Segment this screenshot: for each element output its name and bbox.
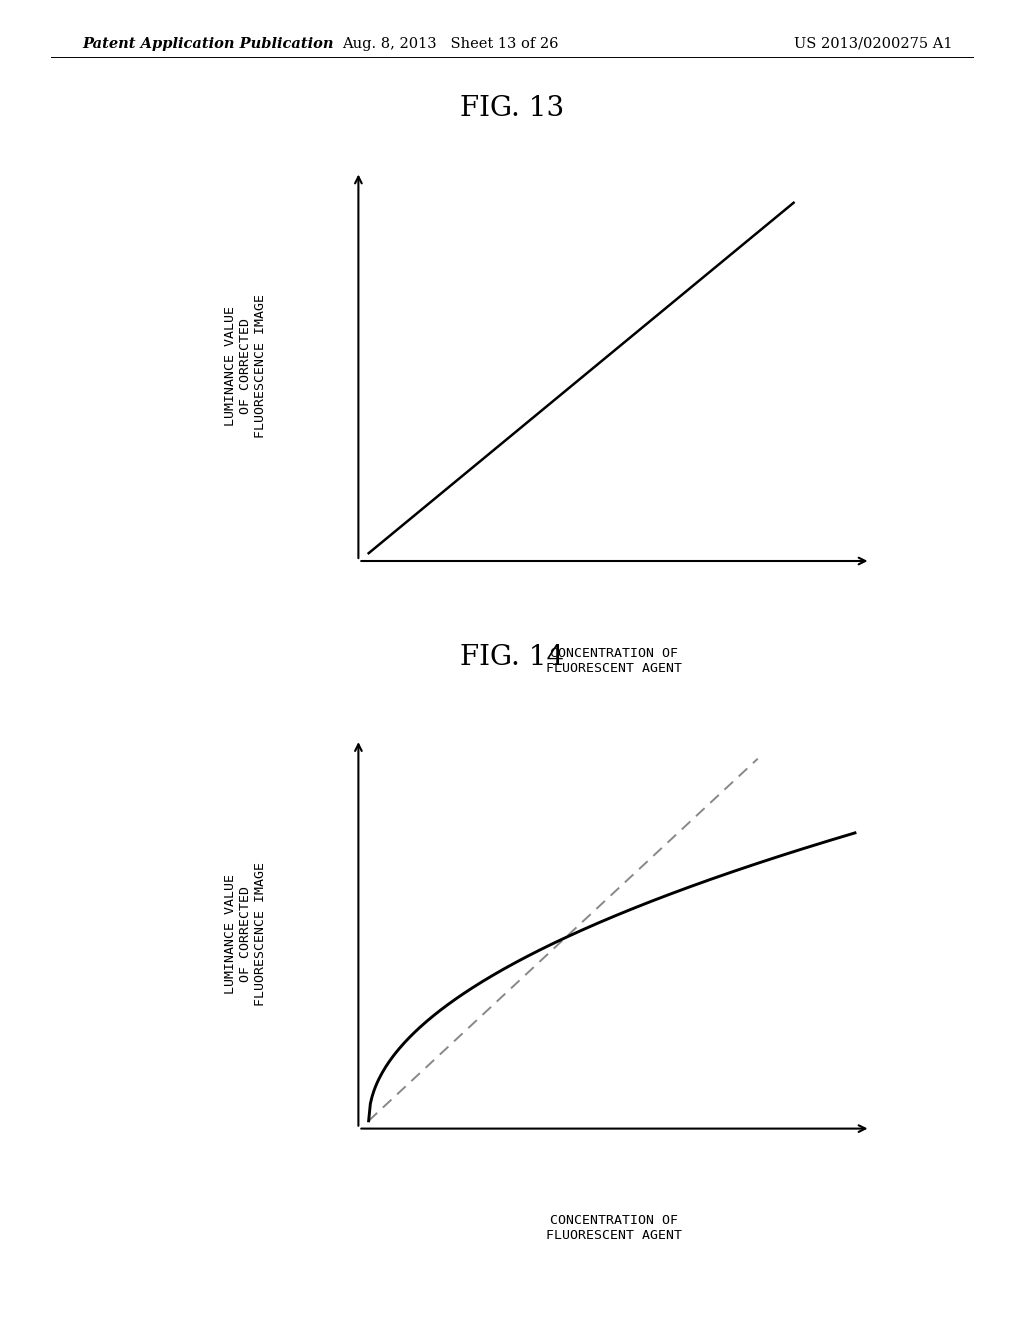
Text: FIG. 14: FIG. 14: [460, 644, 564, 671]
Text: CONCENTRATION OF
FLUORESCENT AGENT: CONCENTRATION OF FLUORESCENT AGENT: [547, 647, 682, 675]
Text: Aug. 8, 2013   Sheet 13 of 26: Aug. 8, 2013 Sheet 13 of 26: [342, 37, 559, 51]
Text: US 2013/0200275 A1: US 2013/0200275 A1: [794, 37, 952, 51]
Text: Patent Application Publication: Patent Application Publication: [82, 37, 334, 51]
Text: LUMINANCE VALUE
OF CORRECTED
FLUORESCENCE IMAGE: LUMINANCE VALUE OF CORRECTED FLUORESCENC…: [224, 862, 267, 1006]
Text: FIG. 13: FIG. 13: [460, 95, 564, 121]
Text: CONCENTRATION OF
FLUORESCENT AGENT: CONCENTRATION OF FLUORESCENT AGENT: [547, 1214, 682, 1242]
Text: LUMINANCE VALUE
OF CORRECTED
FLUORESCENCE IMAGE: LUMINANCE VALUE OF CORRECTED FLUORESCENC…: [224, 294, 267, 438]
